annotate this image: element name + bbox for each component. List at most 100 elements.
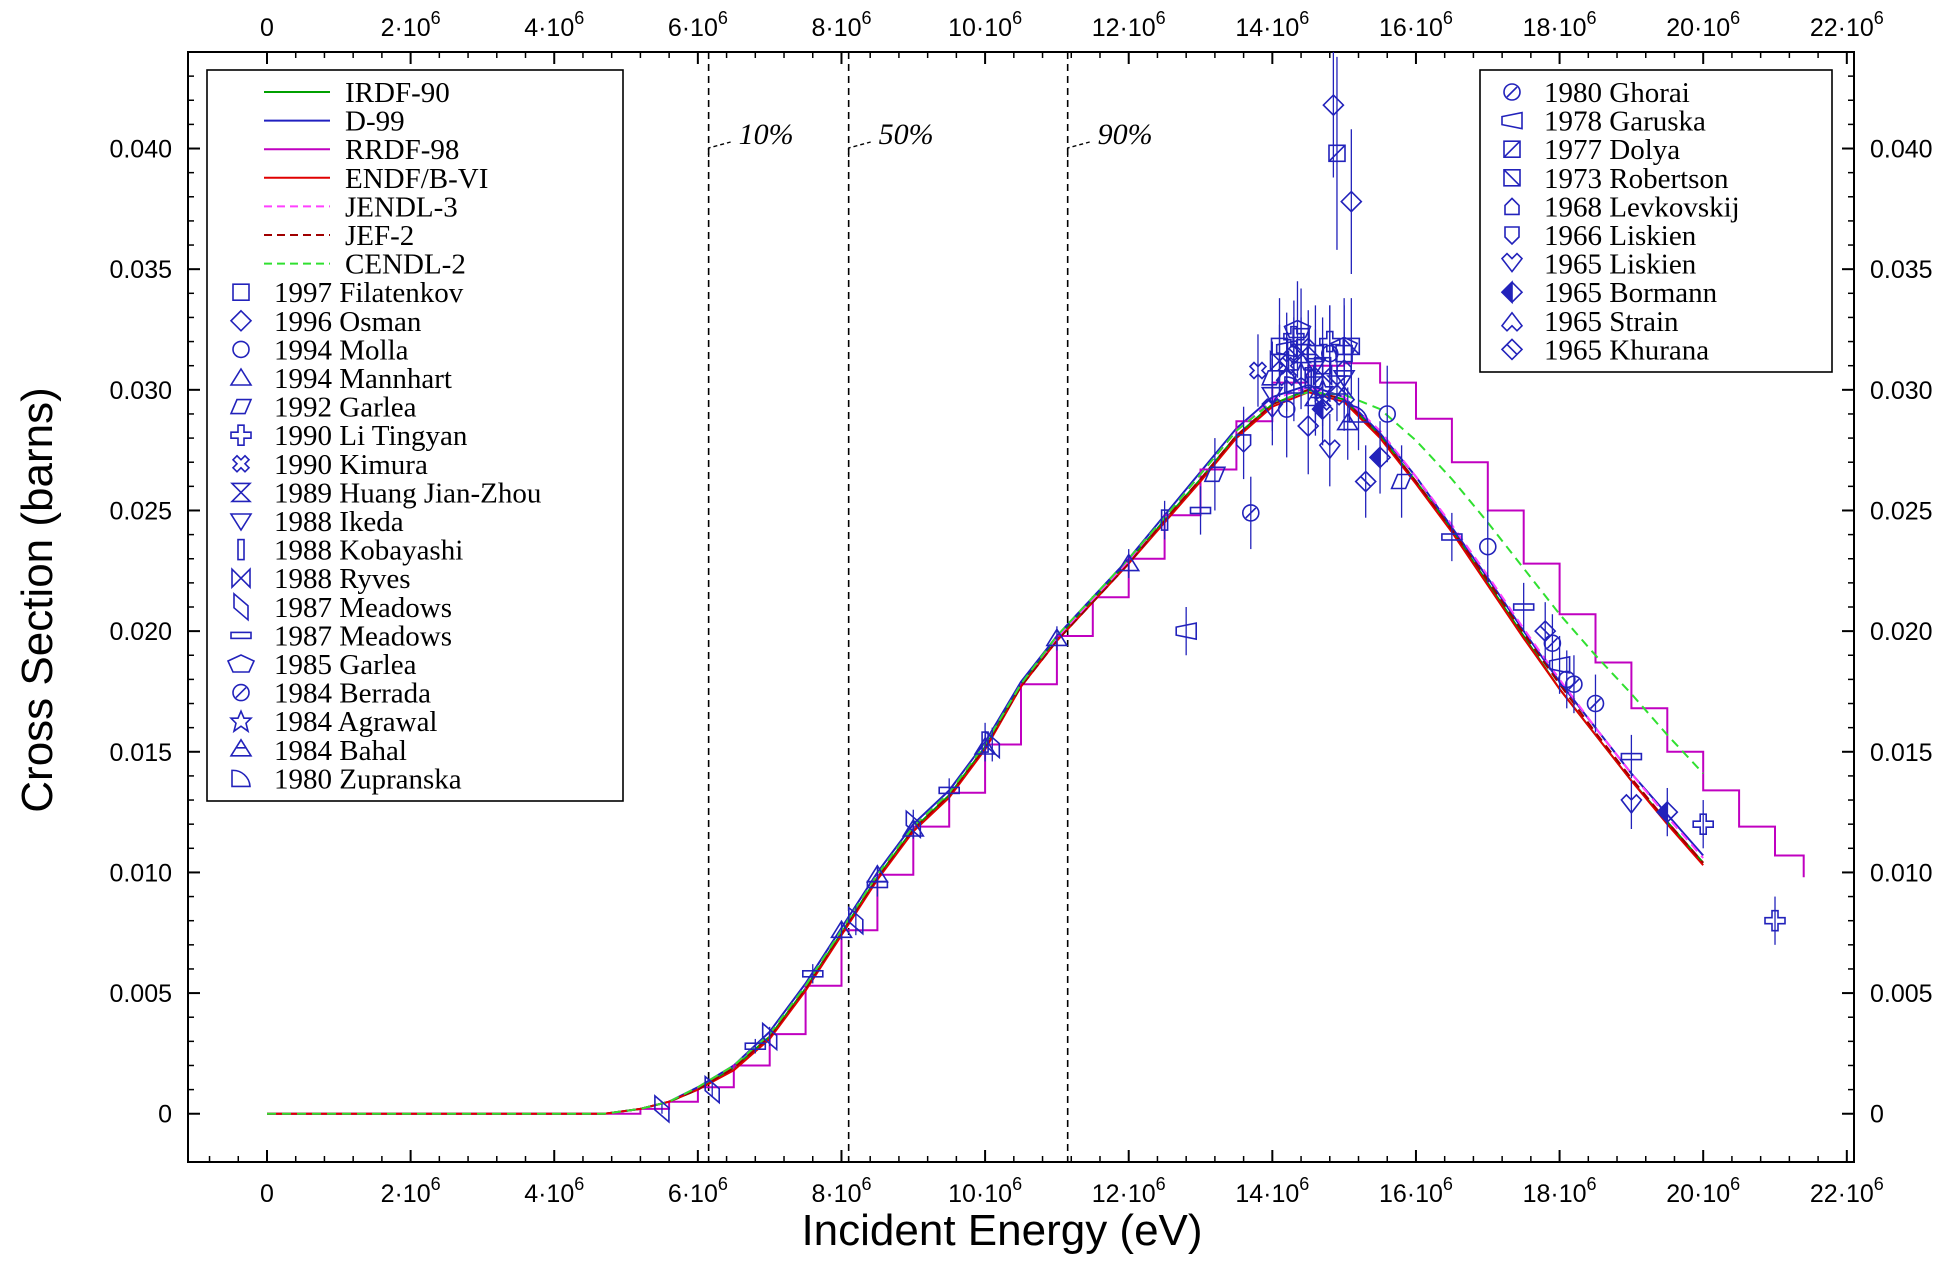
tick-mantissa: 22·10 xyxy=(1810,14,1874,42)
tick-exponent: 6 xyxy=(1012,1174,1022,1194)
legend-marker xyxy=(229,513,253,532)
legend-marker xyxy=(231,769,251,788)
legend-marker xyxy=(237,538,245,561)
data-point-1978-garuska xyxy=(1175,622,1197,641)
data-point-1980-zupranska xyxy=(1348,405,1369,423)
legend-left: IRDF-90D-99RRDF-98ENDF/B-VIJENDL-3JEF-2C… xyxy=(206,69,624,802)
tick-mantissa: 12·10 xyxy=(1092,1180,1156,1208)
y-tick-label-right: 0.030 xyxy=(1870,377,1933,405)
data-point-1987-meadows xyxy=(761,1021,778,1052)
legend-label: 1980 Zupranska xyxy=(274,763,462,795)
data-point-1988-kobayashi xyxy=(1160,509,1169,531)
legend-label: 1988 Ryves xyxy=(274,563,411,595)
legend-label: 1965 Khurana xyxy=(1544,334,1709,366)
data-point-1992-garlea xyxy=(1203,466,1227,483)
tick-exponent: 6 xyxy=(1730,1174,1740,1194)
legend-label: 1965 Liskien xyxy=(1544,249,1697,281)
experimental-points xyxy=(654,52,1786,1124)
y-tick-label-left: 0.025 xyxy=(109,497,172,525)
legend-marker xyxy=(1503,140,1521,158)
data-point-1984-berrada xyxy=(1242,504,1260,522)
x-tick-label-bottom: 14·106 xyxy=(1235,1174,1309,1208)
legend-label: RRDF-98 xyxy=(345,134,459,166)
tick-mantissa: 16·10 xyxy=(1379,1180,1443,1208)
data-point-1987-meadows xyxy=(1620,752,1643,761)
x-tick-label-top: 12·106 xyxy=(1092,8,1166,42)
x-tick-label-top: 8·106 xyxy=(811,8,871,42)
x-tick-label-bottom: 8·106 xyxy=(811,1174,871,1208)
tick-exponent: 6 xyxy=(1587,1174,1597,1194)
data-point-1980-ghorai xyxy=(1543,634,1562,653)
data-point-1965-liskien xyxy=(1261,397,1284,419)
x-tick-label-bottom: 0 xyxy=(260,1180,274,1208)
data-point-1988-ryves xyxy=(1269,349,1290,372)
legend-label: 1989 Huang Jian-Zhou xyxy=(274,477,541,509)
legend-label: 1965 Strain xyxy=(1544,306,1679,338)
legend-label: 1978 Garuska xyxy=(1544,106,1706,138)
data-point-1966-liskien xyxy=(1307,376,1324,396)
x-tick-label-top: 20·106 xyxy=(1666,8,1740,42)
tick-mantissa: 10·10 xyxy=(948,14,1012,42)
y-tick-label-left: 0.030 xyxy=(109,377,172,405)
tick-exponent: 6 xyxy=(1443,1174,1453,1194)
tick-mantissa: 10·10 xyxy=(948,1180,1012,1208)
tick-exponent: 6 xyxy=(431,8,441,28)
threshold-label: 50% xyxy=(879,118,934,151)
legend-left-box xyxy=(206,69,624,802)
threshold-label: 90% xyxy=(1098,118,1153,151)
data-point-1990-kimura xyxy=(1248,361,1268,380)
tick-mantissa: 12·10 xyxy=(1092,14,1156,42)
data-point-1994-mannhart xyxy=(1045,627,1069,647)
legend-label: 1990 Kimura xyxy=(274,449,428,481)
legend-marker xyxy=(229,367,253,386)
legend-marker xyxy=(230,631,252,640)
legend-marker xyxy=(1503,83,1521,101)
tick-exponent: 6 xyxy=(1874,8,1884,28)
legend-label: CENDL-2 xyxy=(345,249,466,281)
threshold-leader xyxy=(847,141,871,157)
tick-exponent: 6 xyxy=(1874,1174,1884,1194)
legend-label: 1977 Dolya xyxy=(1544,134,1680,166)
x-tick-label-bottom: 16·106 xyxy=(1379,1174,1453,1208)
data-point-1987-meadows xyxy=(905,809,922,839)
tick-mantissa: 22·10 xyxy=(1810,1180,1874,1208)
y-tick-label-left: 0.035 xyxy=(109,256,172,284)
legend-label: 1996 Osman xyxy=(274,306,422,338)
data-point-1990-li-tingyan xyxy=(1764,909,1786,932)
x-tick-label-bottom: 18·106 xyxy=(1523,1174,1597,1208)
y-tick-label-right: 0.020 xyxy=(1870,618,1933,646)
legend-label: JENDL-3 xyxy=(345,191,458,223)
tick-mantissa: 6·10 xyxy=(668,1180,718,1208)
data-point-1965-khurana xyxy=(1282,342,1306,365)
tick-mantissa: 14·10 xyxy=(1235,1180,1299,1208)
tick-exponent: 6 xyxy=(1156,8,1166,28)
legend-label: 1994 Mannhart xyxy=(274,363,452,395)
legend-label: 1992 Garlea xyxy=(274,392,417,424)
data-point-1980-ghorai xyxy=(1586,694,1605,713)
x-tick-label-bottom: 12·106 xyxy=(1092,1174,1166,1208)
data-point-1965-bormann xyxy=(1368,445,1392,470)
legend-label: 1973 Robertson xyxy=(1544,163,1729,195)
tick-mantissa: 4·10 xyxy=(524,1180,574,1208)
legend-label: 1997 Filatenkov xyxy=(274,277,464,309)
data-point-1987-meadows xyxy=(1512,603,1535,611)
data-point-1968-levkovskij xyxy=(1300,337,1316,356)
tick-exponent: 6 xyxy=(718,1174,728,1194)
legend-label: 1985 Garlea xyxy=(274,649,417,681)
legend-marker xyxy=(232,340,250,359)
data-point-1992-garlea xyxy=(1261,369,1284,386)
data-point-1987-meadows xyxy=(801,969,824,978)
data-point-1994-mannhart xyxy=(1117,553,1141,572)
data-point-1965-bormann xyxy=(1656,800,1679,825)
data-point-1977-dolya xyxy=(1328,144,1346,163)
tick-mantissa: 0 xyxy=(260,14,274,42)
x-tick-label-top: 10·106 xyxy=(948,8,1022,42)
y-tick-label-left: 0.020 xyxy=(109,618,172,646)
data-point-1990-li-tingyan xyxy=(1692,813,1714,836)
tick-exponent: 6 xyxy=(574,8,584,28)
tick-exponent: 6 xyxy=(1587,8,1597,28)
data-point-1968-levkovskij xyxy=(1336,358,1352,377)
series-line-jendl-3 xyxy=(267,386,1704,1115)
legend-marker xyxy=(1500,280,1524,305)
